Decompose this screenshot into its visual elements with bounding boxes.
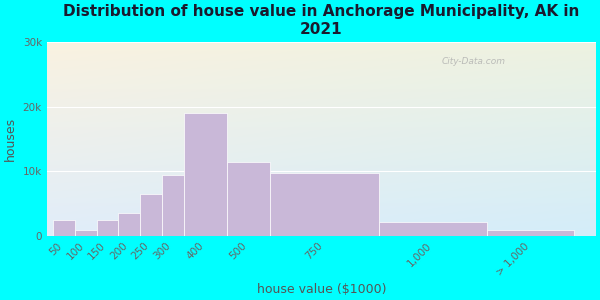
Title: Distribution of house value in Anchorage Municipality, AK in
2021: Distribution of house value in Anchorage… <box>63 4 580 37</box>
Bar <box>53 220 75 236</box>
Text: City-Data.com: City-Data.com <box>442 57 506 66</box>
Bar <box>140 194 162 236</box>
Bar <box>97 220 118 236</box>
Bar <box>271 172 379 236</box>
Bar <box>379 222 487 236</box>
Bar <box>75 230 97 236</box>
Bar <box>118 213 140 236</box>
Bar <box>162 175 184 236</box>
Bar <box>487 230 574 236</box>
Bar <box>227 162 271 236</box>
X-axis label: house value ($1000): house value ($1000) <box>257 283 386 296</box>
Bar <box>184 113 227 236</box>
Y-axis label: houses: houses <box>4 117 17 161</box>
